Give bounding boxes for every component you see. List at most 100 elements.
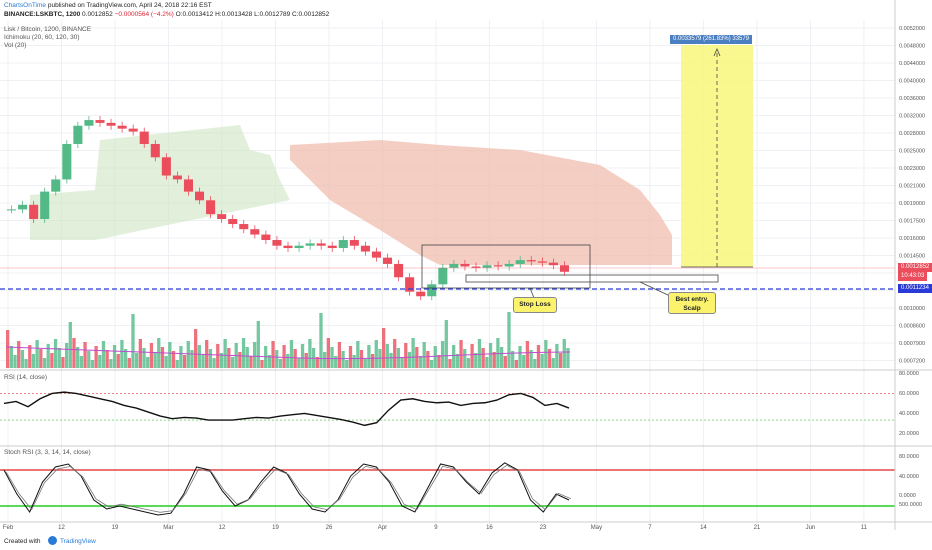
- volume-bar: [337, 342, 342, 368]
- stoch-legend[interactable]: Stoch RSI (3, 3, 14, 14, close): [4, 449, 91, 456]
- volume-bar: [238, 352, 242, 368]
- candle-body: [217, 214, 227, 220]
- volume-bar: [39, 349, 43, 368]
- volume-bar: [197, 345, 201, 368]
- candle-body: [416, 291, 426, 297]
- rsi-pane: [0, 391, 895, 427]
- volume-bar: [522, 355, 526, 368]
- volume-bar: [216, 344, 220, 368]
- volume-bar: [470, 344, 474, 368]
- volume-bar: [20, 350, 25, 368]
- volume-bar: [418, 356, 423, 368]
- volume-bar: [359, 350, 364, 368]
- volume-bar: [540, 354, 544, 368]
- time-tick-label: 19: [112, 525, 119, 531]
- candle-body: [62, 143, 72, 180]
- volume-bar: [525, 341, 530, 368]
- price-tick-label: 0.0021000: [899, 184, 925, 190]
- candle-body: [206, 200, 216, 215]
- volume-bar: [208, 349, 213, 368]
- candle-body: [51, 179, 61, 192]
- rsi-legend[interactable]: RSI (14, close): [4, 374, 47, 381]
- volume-bar: [334, 356, 338, 368]
- candle-body: [338, 240, 348, 249]
- time-tick-label: 19: [272, 525, 279, 531]
- volume-bar: [304, 353, 308, 368]
- volume-bar: [374, 340, 378, 368]
- candle-body: [515, 260, 525, 264]
- volume-bar: [230, 357, 235, 368]
- volume-bar: [282, 345, 286, 368]
- volume-bar: [319, 313, 323, 368]
- candle-body: [526, 260, 536, 262]
- stoch-k-line: [3, 462, 570, 516]
- stoch-tick-label: 0.0000: [899, 493, 916, 499]
- volume-bar: [179, 346, 183, 368]
- stoch-tick-label: 80.0000: [899, 454, 919, 460]
- volume-bar: [275, 350, 279, 368]
- candle-body: [294, 245, 304, 249]
- rsi-tick-label: 60.0000: [899, 391, 919, 397]
- price-change: −0.0000564 (−4.2%): [114, 11, 174, 18]
- candle-body: [349, 240, 359, 246]
- price-tick-label: 0.0048000: [899, 44, 925, 50]
- footer: Created with TradingView: [0, 534, 932, 550]
- price-tick-label: 0.0016000: [899, 236, 925, 242]
- volume-bar: [153, 352, 157, 368]
- candle-body: [261, 234, 271, 241]
- symbol-label: BINANCE:LSKBTC, 1200: [4, 11, 81, 18]
- volume-bar: [481, 348, 485, 368]
- pane-title: Lisk / Bitcoin, 1200, BINANCE: [4, 26, 92, 33]
- candle-body: [394, 263, 404, 278]
- price-tick-label: 0.0052000: [899, 26, 925, 32]
- candle-body: [95, 120, 105, 123]
- volume-bar: [422, 342, 426, 368]
- volume-bar: [17, 341, 21, 368]
- time-tick-label: Mar: [163, 525, 173, 531]
- best-entry-note[interactable]: Best entry. Scalp: [668, 292, 716, 314]
- candle-body: [239, 224, 249, 230]
- volume-bar: [426, 351, 430, 368]
- volume-bar: [64, 343, 69, 368]
- candle-body: [40, 191, 50, 220]
- ichimoku-legend[interactable]: Ichimoku (20, 60, 120, 30): [4, 34, 80, 41]
- author-link[interactable]: ChartsOnTime: [4, 2, 47, 9]
- volume-bar: [127, 358, 131, 368]
- entry-zone-box: [465, 274, 719, 283]
- volume-bar: [308, 339, 312, 368]
- candle-body: [548, 262, 558, 266]
- time-tick-label: 26: [326, 525, 333, 531]
- volume-bar: [72, 338, 76, 368]
- volume-bar: [558, 353, 563, 368]
- volume-bar: [455, 354, 460, 368]
- tradingview-brand[interactable]: TradingView: [60, 538, 96, 545]
- stop-loss-note[interactable]: Stop Loss: [513, 297, 557, 313]
- volume-bar: [378, 349, 382, 368]
- volume-legend[interactable]: Vol (20): [4, 42, 27, 49]
- volume-bar: [444, 320, 448, 368]
- rsi-tick-label: 20.0000: [899, 431, 919, 437]
- candle-body: [559, 265, 569, 272]
- stoch-pane: [0, 462, 895, 516]
- volume-bar: [149, 343, 154, 368]
- drawings[interactable]: [0, 45, 895, 299]
- volume-bar: [463, 349, 467, 368]
- volume-bar: [389, 353, 393, 368]
- candle-body: [228, 219, 238, 225]
- candle-body: [316, 243, 326, 246]
- volume-bar: [171, 351, 176, 368]
- volume-bar: [223, 339, 227, 368]
- time-tick-label: 23: [540, 525, 547, 531]
- price-tick-label: 0.0036000: [899, 96, 925, 102]
- price-tick-label: 0.0023000: [899, 166, 925, 172]
- volume-bar: [345, 360, 349, 368]
- volume-bar: [466, 358, 471, 368]
- cloud-bullish: [30, 125, 290, 240]
- candles: [7, 116, 569, 301]
- candle-body: [195, 191, 205, 201]
- volume-bars: [5, 312, 571, 368]
- ohlc-values: O:0.0013412 H:0.0013428 L:0.0012789 C:0.…: [175, 11, 330, 18]
- volume-bar: [205, 340, 209, 368]
- volume-bar: [415, 347, 419, 368]
